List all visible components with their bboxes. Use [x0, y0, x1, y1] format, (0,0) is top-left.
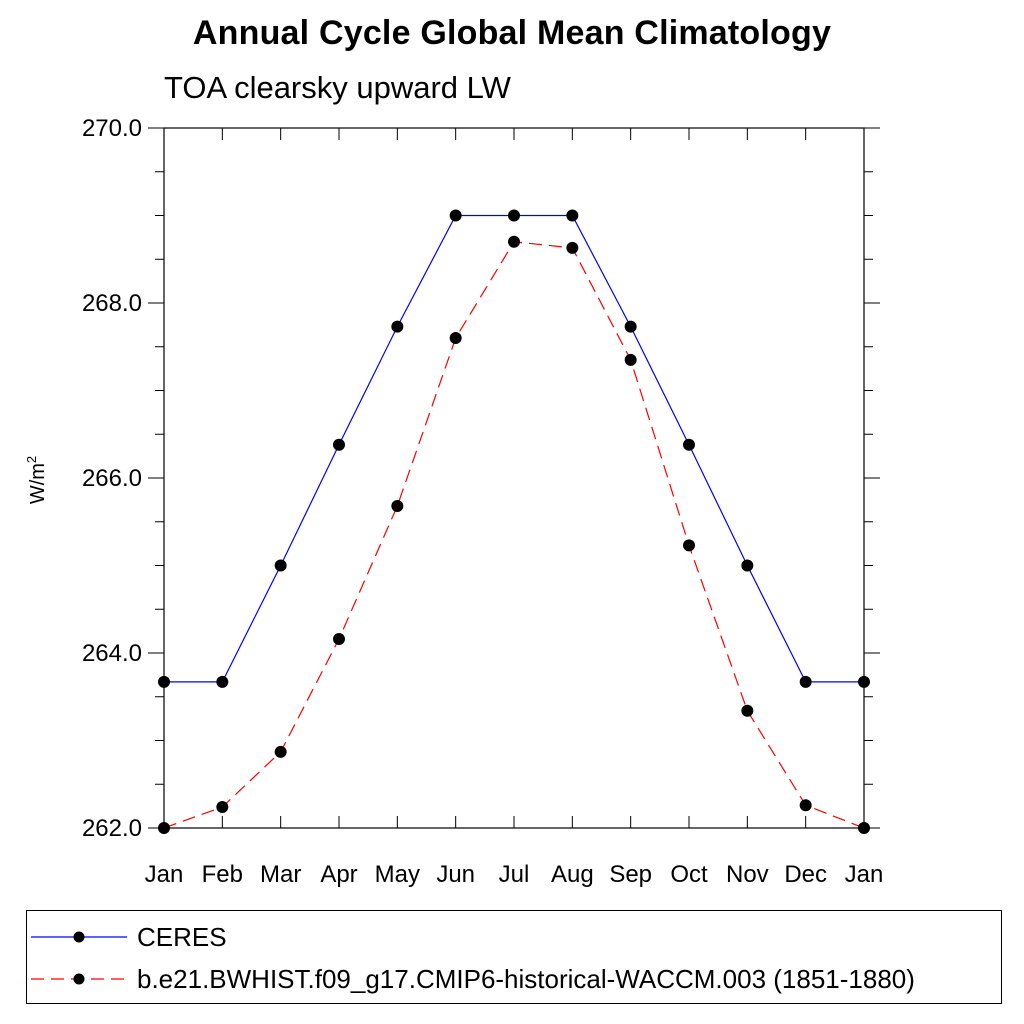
- data-point: [333, 633, 345, 645]
- data-point: [741, 704, 754, 717]
- y-tick-label: 264.0: [82, 640, 142, 667]
- x-tick-label: Mar: [260, 861, 301, 888]
- chart-plot: 262.0 264.0 266.0 268.0 270.0 Jan Feb Mar Apr Ma…: [24, 115, 884, 888]
- data-point: [624, 320, 637, 333]
- y-tick-label: 266.0: [82, 465, 142, 492]
- data-point: [683, 539, 695, 552]
- x-tick-label: Sep: [609, 861, 652, 888]
- x-tick-label: Nov: [726, 861, 769, 888]
- data-point: [799, 799, 812, 812]
- legend-label-ceres: CERES: [137, 921, 227, 952]
- x-tick-label: Aug: [551, 861, 594, 888]
- legend-label-model: b.e21.BWHIST.f09_g17.CMIP6-historical-WA…: [137, 963, 915, 994]
- data-point: [858, 822, 870, 834]
- legend-swatch-ceres: [31, 931, 127, 943]
- y-tick-label: 262.0: [82, 815, 142, 842]
- x-tick-label: May: [375, 861, 420, 888]
- x-tick-label: Dec: [784, 861, 827, 888]
- data-point: [391, 500, 404, 512]
- legend-entry-model: b.e21.BWHIST.f09_g17.CMIP6-historical-WA…: [27, 959, 915, 999]
- data-point: [158, 822, 170, 834]
- data-point: [391, 320, 404, 333]
- y-tick-label: 270.0: [82, 115, 142, 142]
- axis-ticks: [148, 127, 880, 829]
- series-line: [164, 214, 864, 683]
- data-point: [449, 332, 462, 344]
- data-point: [158, 675, 170, 688]
- legend: CERES b.e21.BWHIST.f09_g17.CMIP6-histori…: [26, 910, 1002, 1004]
- series-1: [158, 235, 870, 834]
- data-point: [566, 209, 579, 222]
- x-tick-label: Jan: [145, 861, 184, 888]
- y-axis-tick-labels: 262.0 264.0 266.0 268.0 270.0: [82, 115, 142, 842]
- x-tick-label: Oct: [670, 861, 708, 888]
- data-point: [274, 559, 287, 572]
- x-tick-label: Feb: [202, 861, 243, 888]
- y-axis-label: W/m2: [24, 456, 49, 504]
- data-point: [741, 559, 754, 572]
- legend-entry-ceres: CERES: [27, 917, 227, 957]
- data-point: [799, 675, 812, 688]
- legend-swatch-model: [31, 973, 127, 985]
- data-point: [566, 241, 579, 254]
- x-axis-tick-labels: Jan Feb Mar Apr May Jun Jul Aug Sep Oct Nov Dec Jan: [145, 861, 884, 888]
- series-line: [163, 241, 865, 829]
- series-0: [158, 209, 870, 688]
- chart-subtitle: TOA clearsky upward LW: [164, 70, 511, 105]
- data-point: [508, 235, 520, 248]
- data-point: [624, 353, 637, 366]
- x-tick-label: Jul: [499, 861, 530, 888]
- y-tick-label: 268.0: [82, 290, 142, 317]
- plot-frame: [163, 127, 865, 829]
- series-layer: [158, 209, 870, 834]
- chart-title: Annual Cycle Global Mean Climatology: [192, 14, 832, 52]
- x-tick-label: Jun: [436, 861, 475, 888]
- x-tick-label: Jan: [845, 861, 884, 888]
- data-point: [683, 438, 695, 451]
- data-point: [333, 438, 345, 451]
- data-point: [274, 745, 287, 758]
- y-axis-label-unit: W/m: [27, 463, 49, 504]
- data-point: [449, 209, 462, 222]
- data-point: [858, 675, 870, 688]
- x-tick-label: Apr: [320, 861, 357, 888]
- data-point: [216, 675, 229, 688]
- data-point: [508, 209, 520, 222]
- y-axis-label-superscript: 2: [24, 456, 39, 463]
- data-point: [216, 801, 229, 813]
